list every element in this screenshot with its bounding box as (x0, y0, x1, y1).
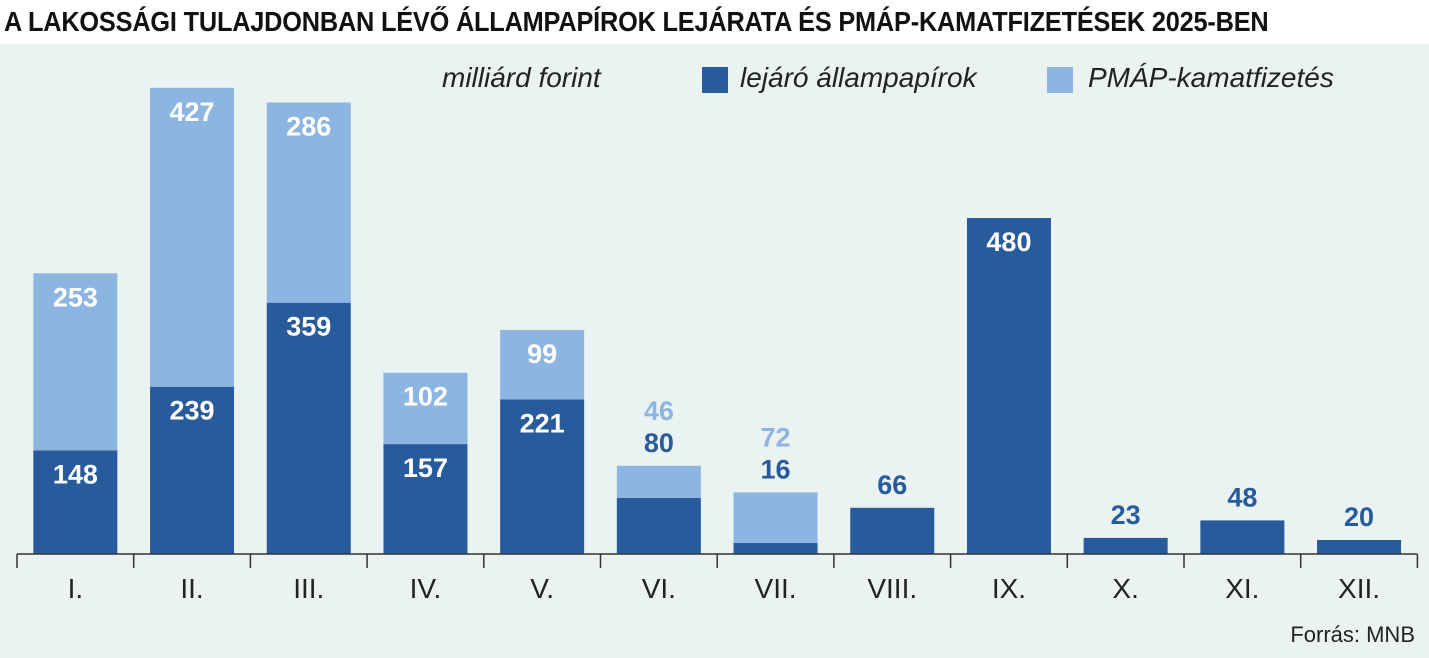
source-note: Forrás: MNB (1290, 622, 1415, 647)
chart-title: A LAKOSSÁGI TULAJDONBAN LÉVŐ ÁLLAMPAPÍRO… (4, 6, 1269, 37)
x-tick-label: V. (530, 573, 554, 604)
data-label-pmap: 72 (761, 422, 791, 452)
title-bar: A LAKOSSÁGI TULAJDONBAN LÉVŐ ÁLLAMPAPÍRO… (0, 0, 1429, 44)
legend-swatch-light (1047, 67, 1073, 93)
data-label-lejaro: 66 (877, 470, 907, 500)
data-label-lejaro: 148 (53, 459, 98, 489)
bar-lejaro (966, 218, 1051, 554)
data-label-pmap: 253 (53, 282, 98, 312)
bar-lejaro (1083, 537, 1168, 554)
bar-lejaro (1317, 540, 1402, 554)
bar-lejaro (266, 302, 351, 554)
bar-pmap (383, 372, 468, 445)
x-tick-label: VIII. (867, 573, 917, 604)
data-label-lejaro: 48 (1227, 482, 1257, 512)
data-label-pmap: 46 (644, 396, 674, 426)
bar-lejaro (733, 542, 818, 554)
data-label-lejaro: 157 (403, 453, 448, 483)
legend-label-dark: lejáró állampapírok (740, 62, 977, 93)
data-label-pmap: 102 (403, 382, 448, 412)
bar-lejaro (1200, 520, 1285, 554)
x-tick-label: VII. (755, 573, 797, 604)
x-tick-label: I. (68, 573, 84, 604)
x-tick-label: IV. (410, 573, 442, 604)
x-tick-label: XII. (1338, 573, 1380, 604)
data-label-lejaro: 480 (986, 227, 1031, 257)
bar-pmap (266, 102, 351, 303)
data-label-lejaro: 16 (761, 454, 791, 484)
plot-background (0, 44, 1429, 658)
x-tick-label: III. (293, 573, 324, 604)
bar-lejaro (500, 399, 585, 554)
data-label-lejaro: 20 (1344, 502, 1374, 532)
x-tick-label: XI. (1225, 573, 1259, 604)
bar-lejaro (850, 507, 935, 554)
bar-pmap (150, 87, 235, 387)
bar-pmap (500, 330, 585, 400)
x-tick-label: IX. (992, 573, 1026, 604)
bar-lejaro (150, 386, 235, 554)
data-label-pmap: 427 (170, 97, 215, 127)
bar-pmap (616, 465, 701, 498)
data-label-pmap: 286 (286, 112, 331, 142)
data-label-lejaro: 359 (286, 312, 331, 342)
bar-pmap (733, 492, 818, 543)
legend-label-light: PMÁP-kamatfizetés (1088, 62, 1334, 93)
x-tick-label: II. (180, 573, 203, 604)
data-label-lejaro: 23 (1111, 500, 1141, 530)
bar-pmap (33, 273, 118, 451)
data-label-lejaro: 239 (170, 396, 215, 426)
data-label-pmap: 99 (527, 339, 557, 369)
bar-lejaro (616, 498, 701, 554)
bar-lejaro (33, 450, 118, 554)
x-tick-label: VI. (642, 573, 676, 604)
data-label-lejaro: 80 (644, 428, 674, 458)
legend-swatch-dark (702, 67, 728, 93)
x-tick-label: X. (1112, 573, 1138, 604)
data-label-lejaro: 221 (520, 408, 565, 438)
bar-lejaro (383, 444, 468, 554)
unit-label: milliárd forint (442, 62, 601, 93)
